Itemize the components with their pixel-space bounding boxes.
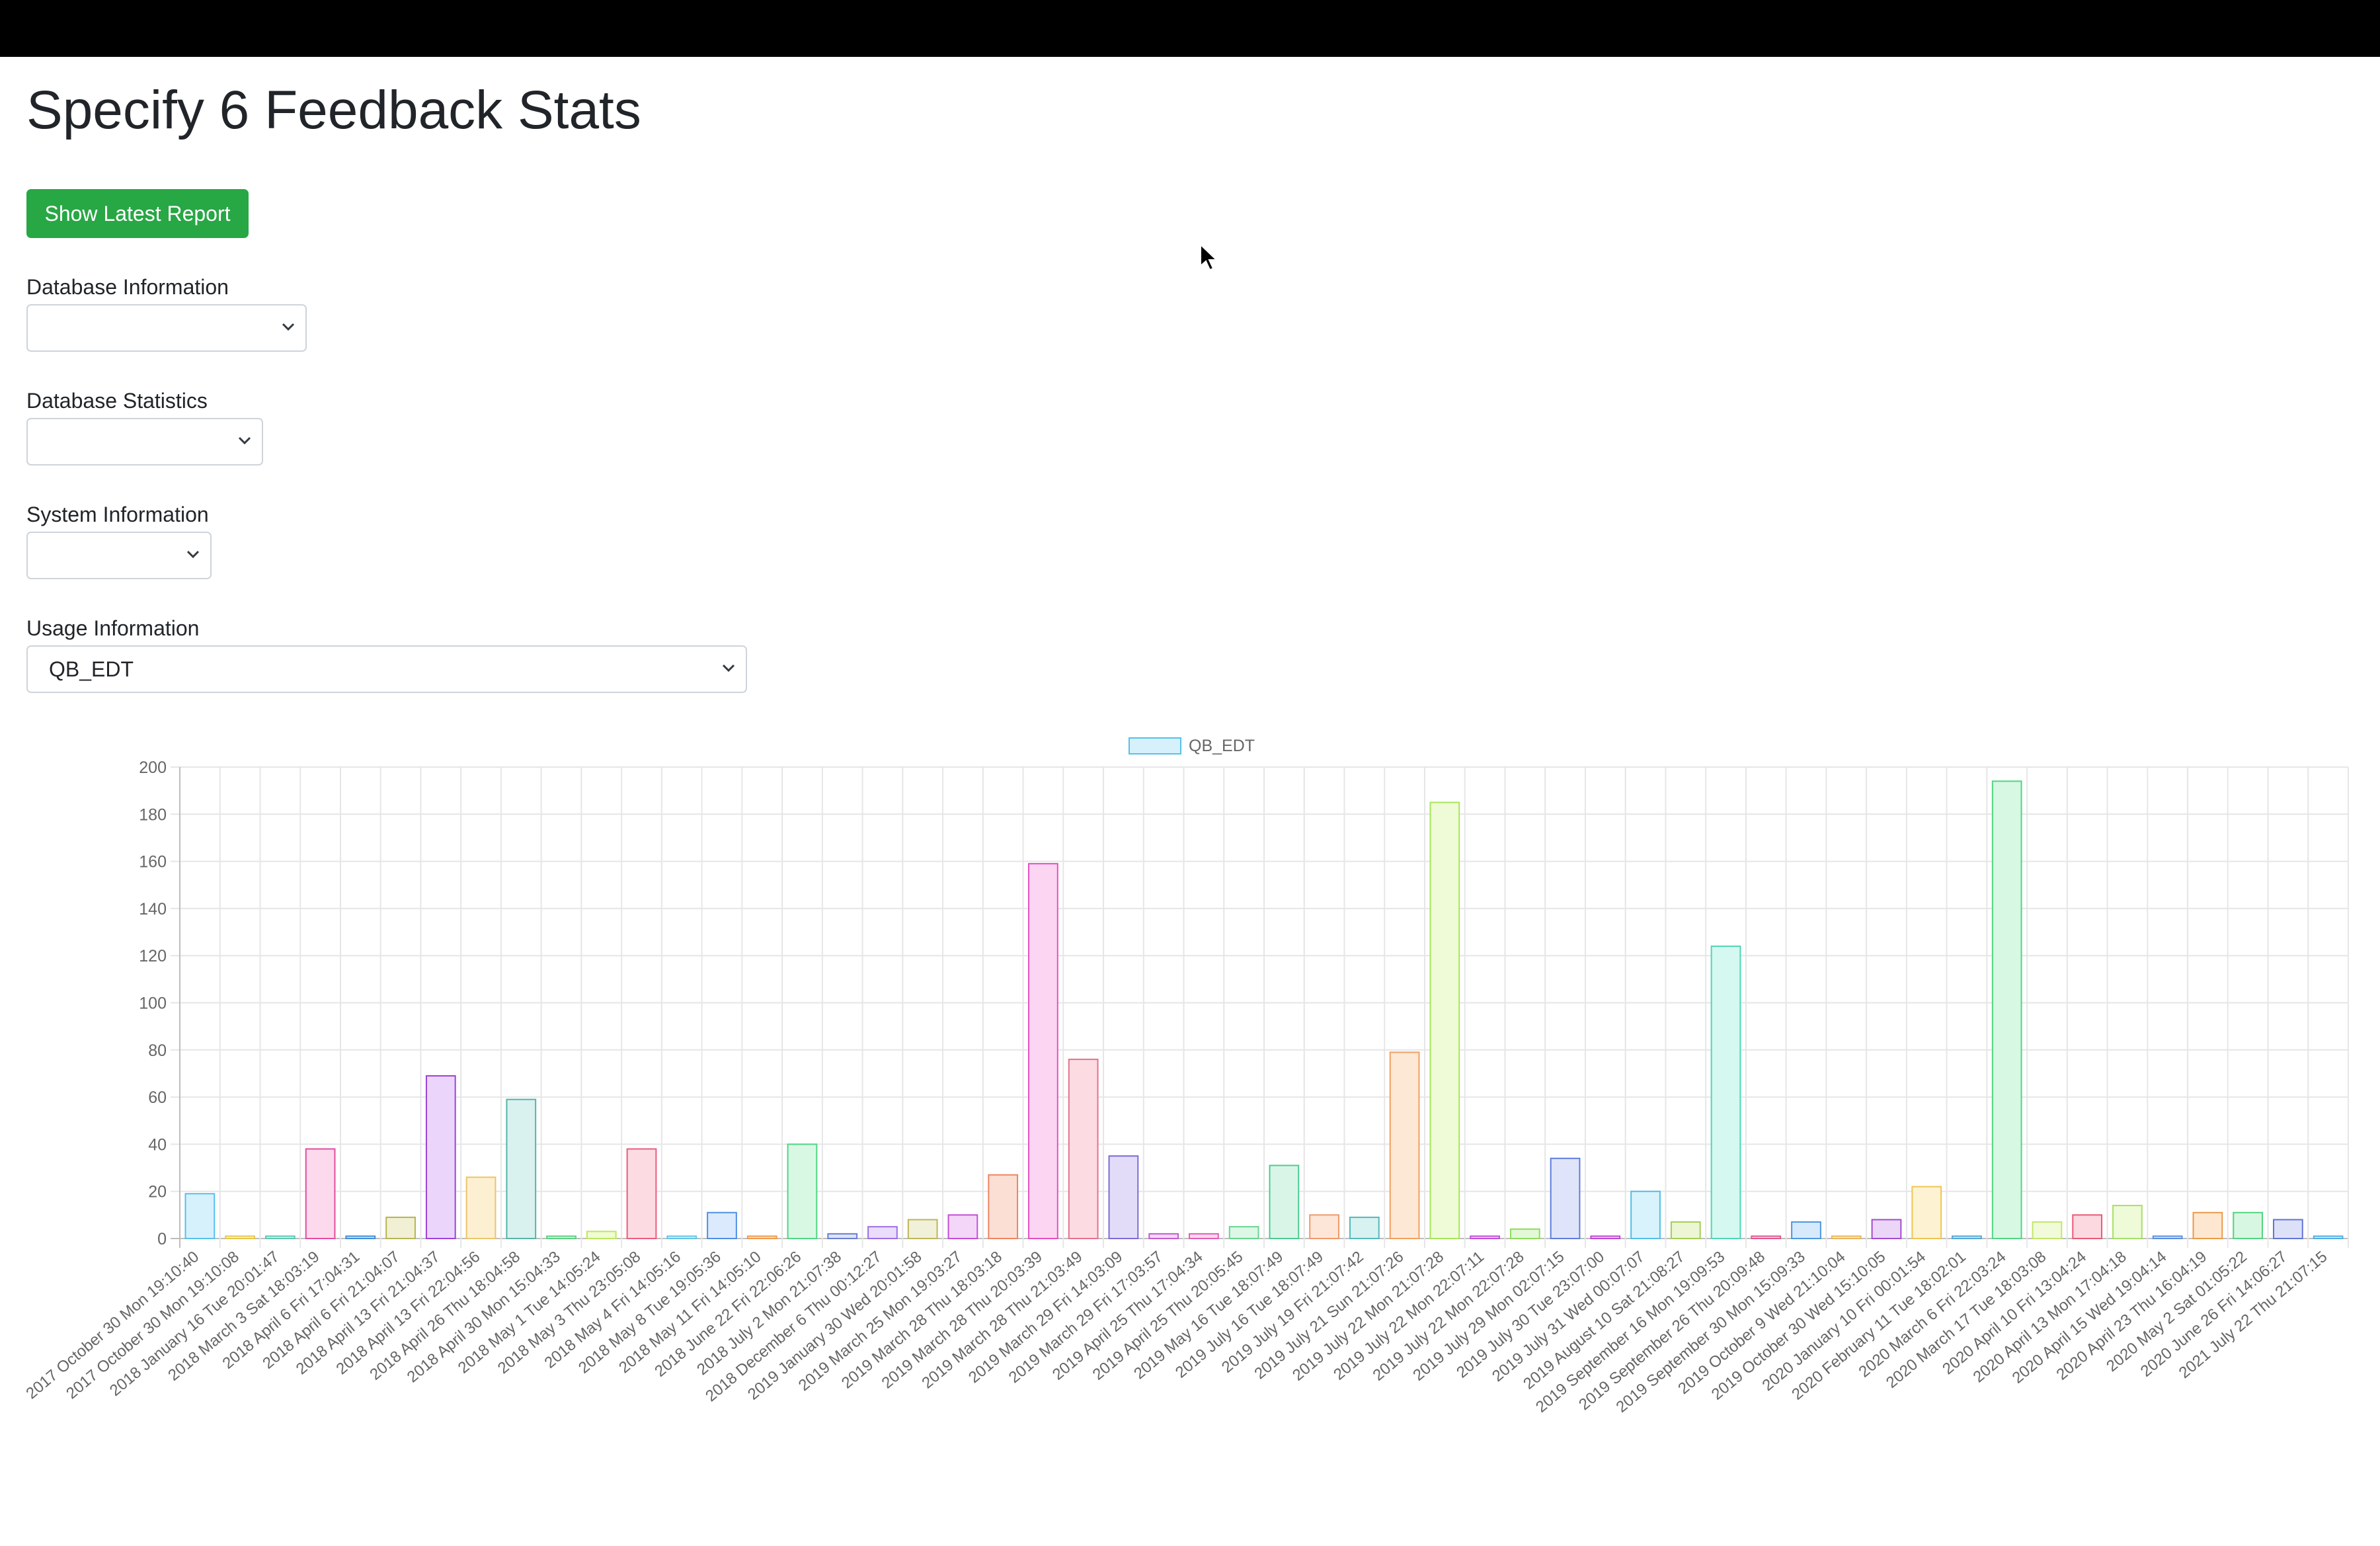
y-tick-label: 20 (148, 1183, 167, 1201)
bar (264, 1235, 296, 1239)
bar (1590, 1235, 1621, 1239)
bar (787, 1143, 818, 1240)
bar (425, 1075, 456, 1240)
bar (1148, 1233, 1179, 1239)
bar (506, 1098, 537, 1239)
bar (1911, 1186, 1942, 1240)
bar (1952, 1235, 1982, 1239)
usage-information-select[interactable]: QB_EDT (26, 645, 747, 693)
bar (1991, 780, 2022, 1239)
bar (666, 1235, 697, 1239)
bar (1710, 945, 1741, 1239)
bar (867, 1226, 898, 1239)
database-statistics-select[interactable] (26, 418, 263, 466)
bar (1871, 1219, 1902, 1239)
chevron-down-icon (238, 436, 251, 445)
bar (385, 1216, 416, 1239)
y-tick-label: 60 (148, 1088, 167, 1107)
bar (1028, 863, 1058, 1240)
top-bar (0, 0, 2380, 57)
bar (1791, 1221, 1821, 1239)
x-tick-label: 2017 October 30 Mon 19:10:08 (63, 1248, 243, 1403)
database-statistics-label: Database Statistics (26, 389, 208, 413)
bar (1509, 1228, 1540, 1239)
chevron-down-icon (282, 323, 295, 331)
bar (305, 1148, 336, 1240)
usage-information-label: Usage Information (26, 616, 200, 640)
y-tick-label: 0 (157, 1230, 167, 1248)
y-tick-label: 180 (139, 805, 167, 824)
usage-bar-chart: 0 20 40 60 80 100 120 140 160 180 200 2017 October … (22, 737, 2349, 1416)
bar (546, 1235, 576, 1239)
bar (184, 1193, 216, 1240)
bar (626, 1148, 657, 1240)
bar (1108, 1155, 1139, 1239)
bar (586, 1231, 617, 1239)
bar (1550, 1157, 1581, 1239)
bar (1751, 1235, 1782, 1239)
bar (1228, 1226, 1259, 1239)
bar (746, 1235, 777, 1239)
y-tick-label: 140 (139, 900, 167, 918)
chevron-down-icon (186, 550, 200, 559)
bar (1309, 1214, 1339, 1239)
database-information-select[interactable] (26, 304, 307, 352)
bar (1068, 1059, 1099, 1239)
bar (1349, 1216, 1380, 1239)
bar (2032, 1221, 2063, 1239)
y-tick-label: 100 (139, 995, 167, 1013)
page-title: Specify 6 Feedback Stats (26, 80, 641, 140)
bar (345, 1235, 376, 1239)
bar (2192, 1211, 2223, 1239)
bar (1189, 1233, 1219, 1239)
bar (947, 1214, 978, 1239)
bar (2273, 1219, 2303, 1239)
legend-swatch (1129, 737, 1181, 754)
database-information-label: Database Information (26, 275, 229, 299)
y-tick-label: 80 (148, 1041, 167, 1060)
y-tick-label: 120 (139, 947, 167, 965)
y-tick-label: 40 (148, 1135, 167, 1154)
bar (2313, 1235, 2344, 1239)
show-latest-report-button[interactable]: Show Latest Report (26, 189, 249, 238)
y-tick-label: 160 (139, 853, 167, 872)
bar (827, 1233, 858, 1239)
bar (2152, 1235, 2183, 1239)
x-tick-label: 2018 January 16 Tue 20:01:47 (106, 1248, 283, 1400)
bar (2233, 1211, 2264, 1239)
bar (907, 1219, 938, 1239)
bar (1269, 1164, 1300, 1239)
y-tick-label: 200 (139, 758, 167, 777)
usage-information-value: QB_EDT (49, 657, 134, 681)
bar (465, 1176, 496, 1239)
bar (2072, 1214, 2103, 1239)
system-information-select[interactable] (26, 532, 212, 579)
bar (988, 1174, 1019, 1239)
legend-label: QB_EDT (1189, 737, 1255, 755)
bar (707, 1211, 737, 1239)
bar (225, 1235, 255, 1239)
mouse-cursor-icon (1200, 243, 1218, 271)
bar (1389, 1051, 1420, 1239)
bar (1831, 1235, 1862, 1239)
bar (1470, 1235, 1500, 1239)
system-information-label: System Information (26, 503, 209, 526)
bar (1429, 801, 1460, 1240)
chevron-down-icon (722, 664, 735, 672)
bar (1670, 1221, 1701, 1239)
bar (1630, 1190, 1661, 1240)
bar (2112, 1205, 2143, 1240)
